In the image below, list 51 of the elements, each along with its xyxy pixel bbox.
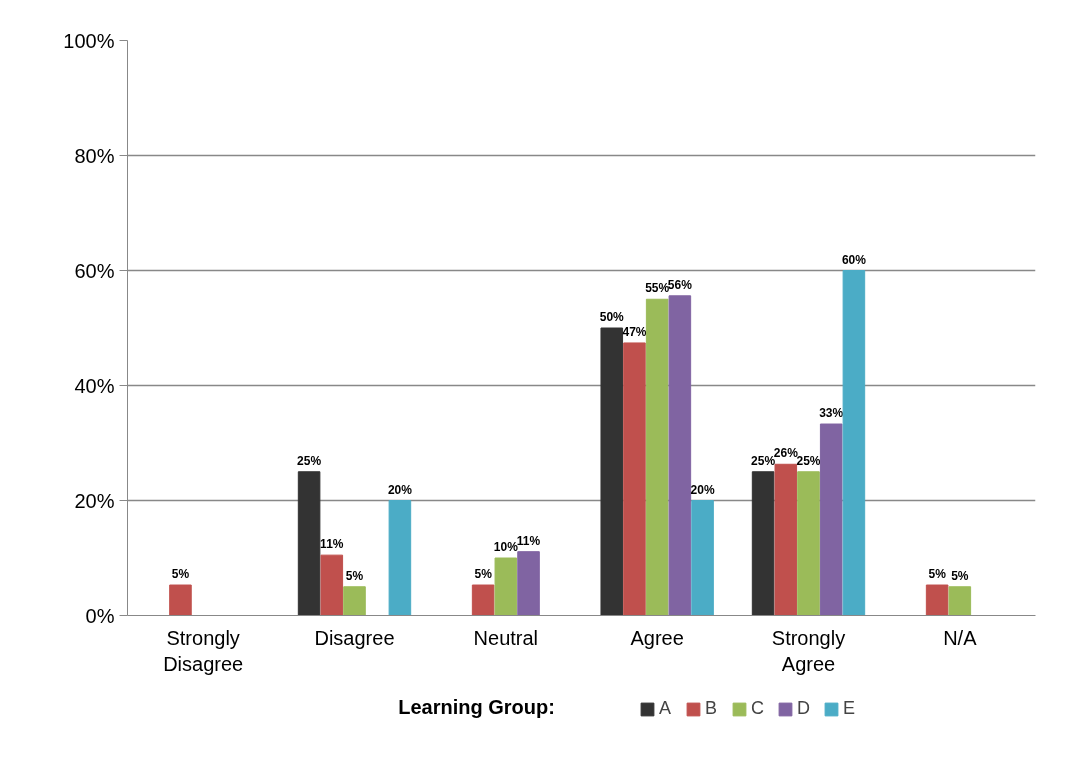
data-label: 5% bbox=[171, 567, 190, 582]
data-label: 25% bbox=[297, 453, 322, 468]
bar bbox=[925, 584, 949, 616]
bar bbox=[169, 584, 192, 616]
bar bbox=[842, 270, 866, 616]
data-label: 5% bbox=[474, 567, 493, 582]
data-label: 50% bbox=[599, 310, 625, 324]
bar bbox=[668, 295, 692, 616]
data-label: 20% bbox=[387, 482, 413, 497]
x-tick-label: Strongly Agree bbox=[771, 626, 846, 675]
x-tick-label: Disagree bbox=[314, 626, 395, 649]
bar bbox=[600, 327, 624, 616]
y-tick-label: 40% bbox=[74, 374, 115, 397]
bar bbox=[343, 586, 366, 616]
legend-label: C bbox=[751, 698, 765, 719]
legend-label: B bbox=[705, 698, 718, 719]
bar bbox=[388, 500, 412, 616]
bar bbox=[494, 557, 518, 616]
data-label: 11% bbox=[320, 537, 344, 552]
data-label: 20% bbox=[690, 482, 715, 497]
data-label: 60% bbox=[841, 252, 867, 267]
y-tick-label: 0% bbox=[85, 604, 115, 627]
bar bbox=[623, 342, 646, 616]
bar bbox=[297, 471, 321, 616]
bar bbox=[645, 298, 669, 616]
x-tick-label: N/A bbox=[943, 626, 978, 649]
data-label: 5% bbox=[951, 568, 969, 583]
bar bbox=[797, 471, 820, 616]
legend-label: A bbox=[659, 698, 672, 719]
bar bbox=[819, 423, 843, 616]
bar bbox=[774, 463, 798, 616]
legend-label: E bbox=[843, 698, 856, 719]
x-tick-label: Agree bbox=[630, 626, 684, 649]
x-tick-label: Strongly Disagree bbox=[163, 626, 244, 675]
y-tick-label: 100% bbox=[63, 29, 115, 52]
data-label: 5% bbox=[345, 568, 364, 583]
legend-label: D bbox=[797, 698, 811, 719]
bar bbox=[320, 554, 344, 616]
data-label: 10% bbox=[493, 540, 519, 554]
data-label: 5% bbox=[928, 567, 947, 582]
bar bbox=[691, 500, 714, 616]
data-label: 33% bbox=[819, 406, 844, 421]
y-tick-label: 20% bbox=[74, 489, 115, 512]
bar bbox=[517, 551, 540, 616]
legend-title: Learning Group: bbox=[398, 695, 555, 718]
bar bbox=[751, 471, 775, 616]
bar bbox=[948, 586, 972, 616]
bar bbox=[471, 584, 495, 616]
y-tick-label: 80% bbox=[74, 144, 115, 167]
x-tick-label: Neutral bbox=[473, 626, 539, 649]
y-tick-label: 60% bbox=[74, 259, 115, 282]
